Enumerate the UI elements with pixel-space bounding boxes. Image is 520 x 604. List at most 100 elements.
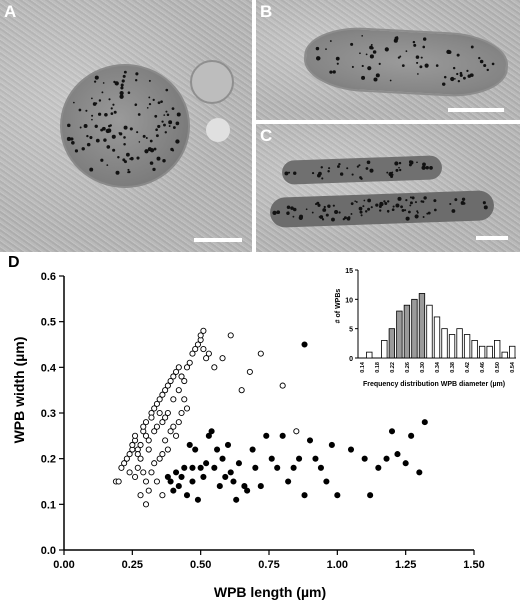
scatter-point-open	[142, 501, 150, 508]
scatter-point-filled	[222, 473, 229, 480]
gold-particle	[404, 209, 407, 212]
scatter-point-open	[134, 451, 141, 458]
scatter-point-open	[132, 473, 139, 480]
scatter-point-open	[129, 441, 136, 449]
gold-particle	[422, 37, 427, 41]
gold-particle	[338, 162, 341, 166]
gold-particle	[342, 218, 345, 221]
gold-particle	[392, 205, 395, 208]
gold-particle	[405, 50, 408, 53]
gold-particle	[460, 200, 465, 205]
scatter-point-filled	[263, 432, 270, 439]
scatter-point-filled	[301, 492, 308, 499]
gold-particle	[369, 54, 374, 59]
gold-particle	[153, 147, 157, 151]
gold-particle	[145, 137, 148, 139]
gold-particle	[70, 137, 74, 141]
gold-particles-a	[66, 70, 181, 175]
gold-particle	[164, 131, 167, 134]
gold-particle	[104, 112, 108, 117]
scatter-point-filled	[227, 469, 234, 476]
gold-particle	[390, 175, 394, 179]
gold-particle	[401, 64, 405, 68]
gold-particle	[298, 215, 303, 221]
scatter-point-filled	[252, 464, 259, 471]
scatter-point-open	[293, 428, 300, 435]
gold-particle	[163, 114, 166, 116]
gold-particle	[166, 113, 170, 117]
scatter-series-filled	[164, 341, 428, 503]
histogram-x-tick-label: 0.26	[405, 362, 411, 373]
histogram-bar	[471, 340, 478, 359]
scatter-point-open	[142, 432, 150, 439]
scatter-point-open	[246, 368, 253, 375]
gold-particle	[429, 166, 433, 170]
scatter-point-open	[159, 419, 166, 426]
histogram-x-axis-label: Frequency distribution WPB diameter (µm)	[363, 381, 505, 388]
gold-particle	[450, 76, 455, 82]
gold-particle	[172, 126, 176, 129]
gold-particle	[375, 203, 379, 207]
scatter-x-tick-label: 0.25	[122, 559, 143, 571]
gold-particle	[454, 198, 458, 202]
gold-particle	[422, 162, 426, 167]
gold-particle	[449, 202, 452, 206]
gold-particle	[322, 208, 327, 212]
scatter-point-open	[126, 469, 133, 476]
scatter-point-filled	[197, 464, 204, 471]
gold-particle	[421, 165, 426, 170]
gold-particle	[286, 205, 291, 210]
gold-particle	[108, 124, 111, 128]
histogram-bar	[486, 345, 493, 359]
gold-particle	[315, 46, 320, 51]
gold-particle	[154, 114, 158, 118]
scale-bar-c	[476, 236, 508, 240]
scatter-point-open	[162, 414, 169, 421]
scatter-plot: 0.00 0.25 0.50 0.75 1.00 1.25 1.500.00.10.20.3…	[11, 271, 485, 600]
gold-particles-c	[272, 160, 488, 222]
scatter-series-open	[112, 327, 300, 508]
gold-particle	[395, 203, 400, 208]
scatter-point-open	[178, 409, 185, 417]
gold-particle	[391, 171, 394, 174]
scatter-point-open	[181, 396, 188, 403]
gold-particle	[408, 163, 412, 167]
gold-particle	[422, 45, 426, 49]
gold-particle	[463, 76, 466, 80]
gold-particle	[125, 152, 130, 157]
gold-particle	[359, 210, 363, 214]
histogram-bar	[426, 304, 433, 359]
gold-particle	[364, 210, 368, 213]
gold-particle	[427, 211, 431, 215]
scatter-point-open	[153, 400, 160, 407]
gold-particle	[74, 149, 79, 153]
gold-particle	[329, 40, 332, 42]
gold-particle	[328, 167, 331, 170]
gold-particle	[384, 202, 388, 205]
histogram-x-tick-label: 0.34	[435, 361, 441, 373]
gold-particle	[452, 66, 456, 70]
gold-particle	[379, 209, 382, 212]
gold-particles-b	[315, 35, 495, 86]
gold-particle	[161, 120, 164, 123]
histogram-x-tick-label: 0.54	[510, 361, 516, 373]
gold-particle	[434, 208, 437, 212]
gold-particle	[389, 79, 392, 82]
gold-particle	[89, 167, 94, 172]
gold-particle	[384, 47, 389, 52]
scatter-point-open	[164, 446, 171, 453]
histogram-bar	[388, 328, 396, 359]
gold-particle	[409, 196, 412, 199]
gold-particle	[360, 177, 363, 180]
scatter-point-open	[153, 478, 160, 485]
scatter-point-filled	[235, 460, 242, 467]
scatter-point-open	[140, 469, 147, 476]
gold-particle	[117, 155, 120, 159]
scatter-point-open	[181, 377, 188, 385]
gold-particle	[367, 66, 372, 71]
gold-particle	[315, 56, 321, 61]
gold-particle	[375, 73, 380, 78]
scatter-point-open	[170, 373, 177, 380]
gold-particle	[367, 207, 371, 211]
histogram-bar	[366, 351, 373, 359]
